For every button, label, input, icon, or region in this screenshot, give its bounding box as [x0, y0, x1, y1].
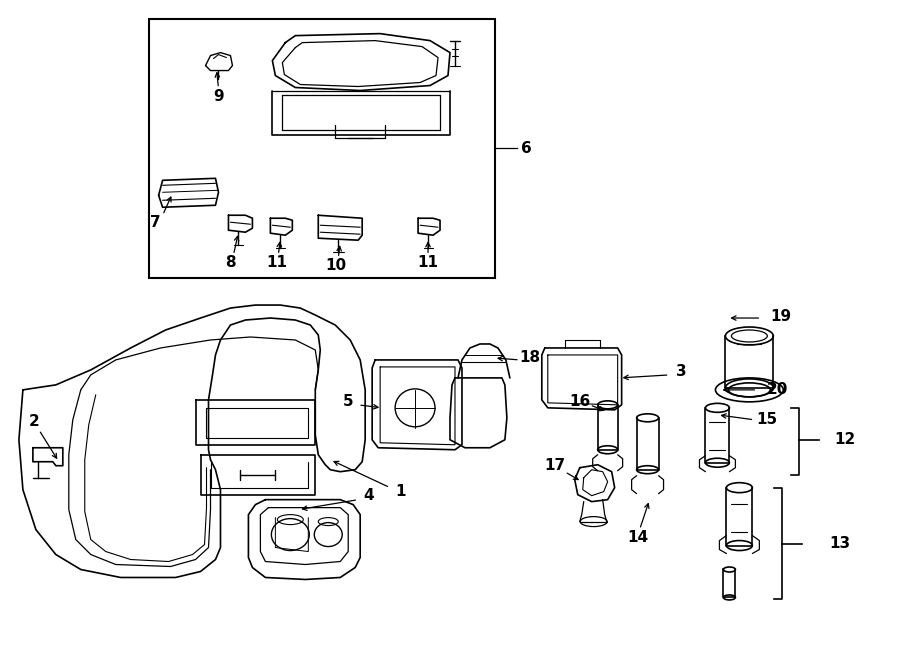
Text: 5: 5	[343, 395, 354, 409]
Text: 20: 20	[767, 382, 788, 397]
Text: 2: 2	[29, 414, 40, 429]
Text: 8: 8	[225, 254, 236, 270]
Text: 18: 18	[519, 350, 540, 366]
Text: 12: 12	[834, 432, 855, 447]
Text: 11: 11	[266, 254, 287, 270]
Text: 17: 17	[544, 458, 565, 473]
Text: 13: 13	[829, 536, 850, 551]
Text: 16: 16	[569, 395, 590, 409]
Text: 10: 10	[326, 258, 346, 272]
Text: 11: 11	[418, 254, 438, 270]
Text: 4: 4	[363, 488, 374, 503]
Text: 6: 6	[521, 141, 532, 156]
Bar	[148, 19, 495, 278]
Text: 7: 7	[150, 215, 161, 230]
Text: 19: 19	[770, 309, 792, 323]
Text: 14: 14	[627, 530, 648, 545]
Text: 3: 3	[676, 364, 687, 379]
Text: 1: 1	[395, 484, 405, 499]
Text: 9: 9	[213, 89, 224, 104]
Text: 15: 15	[757, 412, 778, 427]
